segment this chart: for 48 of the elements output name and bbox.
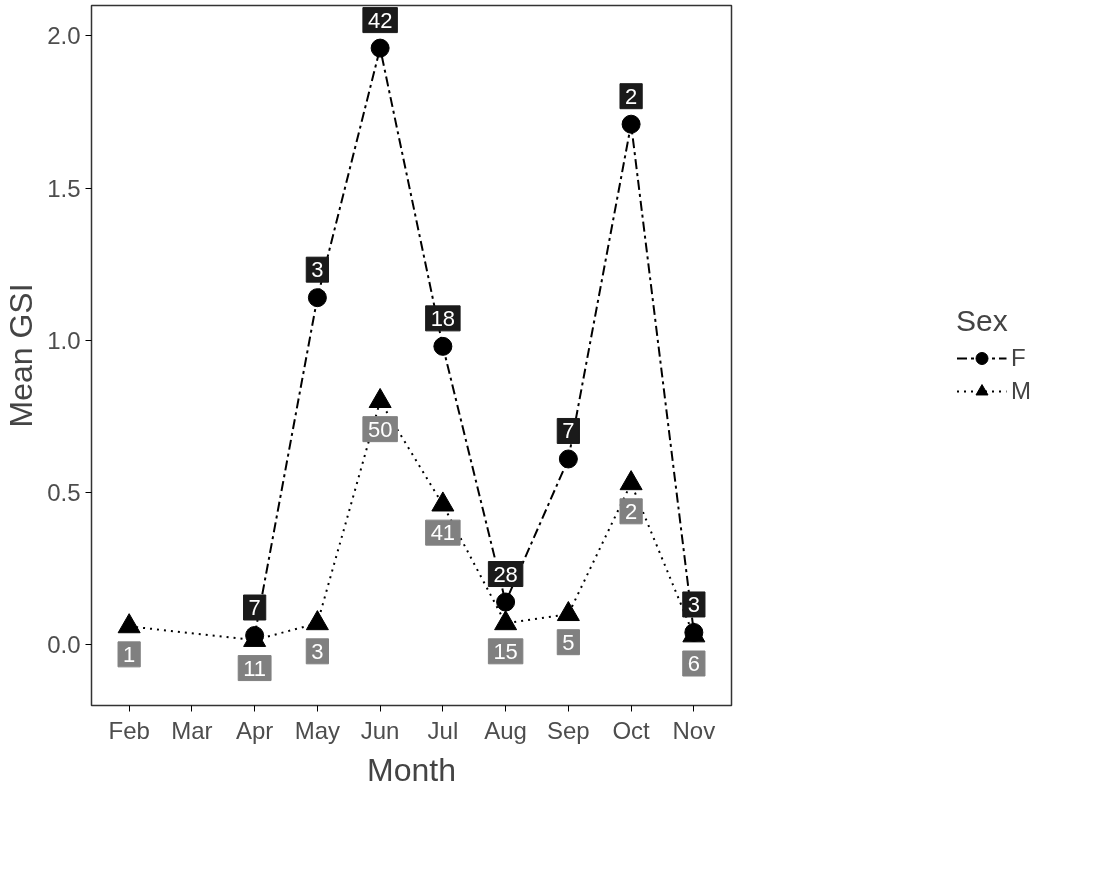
- x-tick-label: May: [294, 716, 341, 744]
- y-tick-label: 1.5: [47, 174, 81, 202]
- annotation: 6: [687, 651, 700, 676]
- annotation: 3: [687, 591, 700, 617]
- annotation: 41: [430, 520, 456, 546]
- point: [305, 610, 329, 631]
- y-tick-label: 2.0: [47, 22, 81, 50]
- x-tick-label: Oct: [612, 716, 651, 744]
- legend-label: F: [1011, 344, 1027, 372]
- y-tick-label: 0.5: [47, 478, 81, 506]
- annotation: 5: [562, 629, 575, 655]
- x-tick-label: Aug: [484, 716, 527, 744]
- annotation: 18: [430, 305, 456, 331]
- y-axis-title: Mean GSI: [3, 283, 40, 428]
- point: [619, 470, 643, 491]
- point: [556, 600, 580, 622]
- x-tick-label: Jun: [360, 716, 400, 744]
- legend-title: Sex: [956, 304, 1009, 338]
- annotation: 2: [624, 498, 638, 524]
- point: [494, 610, 518, 631]
- annotation: 50: [367, 416, 393, 442]
- annotation: 15: [493, 638, 518, 664]
- point: [370, 38, 390, 58]
- annotation: 2: [624, 83, 638, 109]
- x-tick-label: Sep: [547, 716, 590, 744]
- x-tick-label: Nov: [672, 716, 716, 744]
- point: [117, 613, 141, 634]
- annotation: 7: [562, 418, 575, 444]
- point: [621, 114, 641, 134]
- point: [307, 288, 327, 308]
- legend-label: M: [1011, 377, 1031, 405]
- x-axis-title: Month: [367, 751, 456, 788]
- y-tick-label: 0.0: [47, 631, 81, 659]
- x-tick-label: Apr: [235, 716, 274, 744]
- annotation: 7: [248, 595, 261, 620]
- annotation: 28: [493, 561, 518, 587]
- x-tick-label: Jul: [427, 716, 459, 744]
- annotation: 42: [367, 7, 393, 33]
- annotation: 1: [123, 641, 136, 667]
- annotation: 3: [311, 638, 324, 664]
- x-tick-label: Feb: [108, 716, 150, 744]
- point: [433, 336, 453, 356]
- annotation: 11: [243, 655, 267, 681]
- point: [368, 387, 392, 408]
- point: [431, 491, 455, 512]
- annotation: 3: [311, 257, 324, 283]
- y-tick-label: 1.0: [47, 326, 81, 354]
- x-tick-label: Mar: [171, 716, 213, 744]
